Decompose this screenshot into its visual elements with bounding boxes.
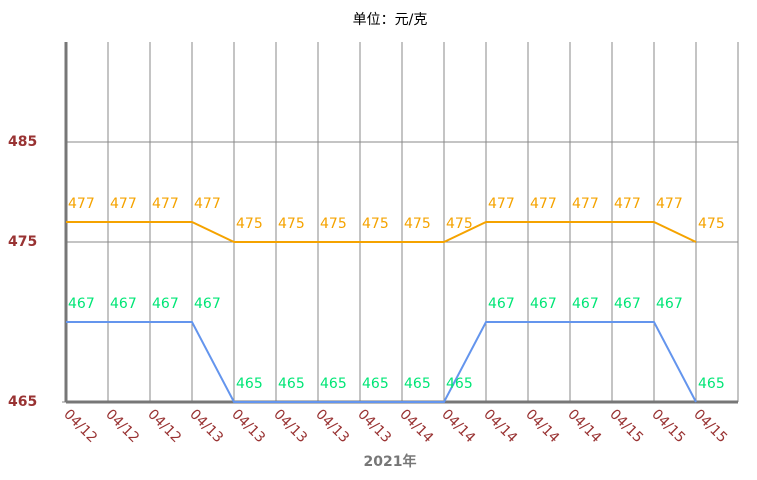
data-label: 467 bbox=[614, 296, 641, 312]
data-label: 465 bbox=[278, 376, 305, 392]
x-axis-label: 2021年 bbox=[364, 453, 417, 470]
x-tick-label: 04/14 bbox=[522, 406, 562, 446]
x-tick-label: 04/15 bbox=[648, 406, 688, 446]
data-label: 465 bbox=[698, 376, 725, 392]
data-label: 465 bbox=[404, 376, 431, 392]
x-tick-label: 04/13 bbox=[354, 406, 394, 446]
data-label: 475 bbox=[320, 216, 347, 232]
data-label: 465 bbox=[362, 376, 389, 392]
x-tick-label: 04/14 bbox=[396, 406, 436, 446]
data-label: 465 bbox=[236, 376, 263, 392]
data-label: 477 bbox=[614, 196, 641, 212]
x-tick-label: 04/12 bbox=[144, 406, 184, 446]
data-label: 477 bbox=[488, 196, 515, 212]
x-tick-label: 04/14 bbox=[438, 406, 478, 446]
x-tick-label: 04/12 bbox=[60, 406, 100, 446]
data-label: 475 bbox=[278, 216, 305, 232]
data-label: 465 bbox=[320, 376, 347, 392]
data-label: 477 bbox=[110, 196, 137, 212]
x-tick-label: 04/13 bbox=[270, 406, 310, 446]
data-label: 475 bbox=[404, 216, 431, 232]
chart-title: 单位：元/克 bbox=[353, 12, 428, 28]
data-label: 475 bbox=[362, 216, 389, 232]
data-label: 467 bbox=[488, 296, 515, 312]
data-label: 475 bbox=[236, 216, 263, 232]
data-label: 477 bbox=[68, 196, 95, 212]
x-tick-label: 04/15 bbox=[690, 406, 730, 446]
data-label: 467 bbox=[530, 296, 557, 312]
y-tick-label: 475 bbox=[8, 234, 37, 250]
y2-tick-label: 465 bbox=[8, 394, 37, 410]
data-label: 477 bbox=[152, 196, 179, 212]
data-label: 467 bbox=[110, 296, 137, 312]
data-label: 477 bbox=[656, 196, 683, 212]
data-label: 475 bbox=[446, 216, 473, 232]
x-tick-label: 04/13 bbox=[312, 406, 352, 446]
data-label: 475 bbox=[698, 216, 725, 232]
x-tick-label: 04/12 bbox=[102, 406, 142, 446]
data-label: 477 bbox=[194, 196, 221, 212]
data-label: 467 bbox=[656, 296, 683, 312]
y-tick-label: 485 bbox=[8, 134, 37, 150]
series-line bbox=[66, 321, 697, 403]
data-label: 467 bbox=[152, 296, 179, 312]
data-label: 467 bbox=[194, 296, 221, 312]
x-tick-label: 04/13 bbox=[228, 406, 268, 446]
x-tick-label: 04/14 bbox=[480, 406, 520, 446]
x-tick-label: 04/14 bbox=[564, 406, 604, 446]
data-label: 477 bbox=[530, 196, 557, 212]
data-label: 467 bbox=[572, 296, 599, 312]
data-label: 467 bbox=[68, 296, 95, 312]
data-label: 477 bbox=[572, 196, 599, 212]
x-tick-label: 04/13 bbox=[186, 406, 226, 446]
data-label: 465 bbox=[446, 376, 473, 392]
series-line bbox=[66, 221, 697, 243]
x-tick-label: 04/15 bbox=[606, 406, 646, 446]
